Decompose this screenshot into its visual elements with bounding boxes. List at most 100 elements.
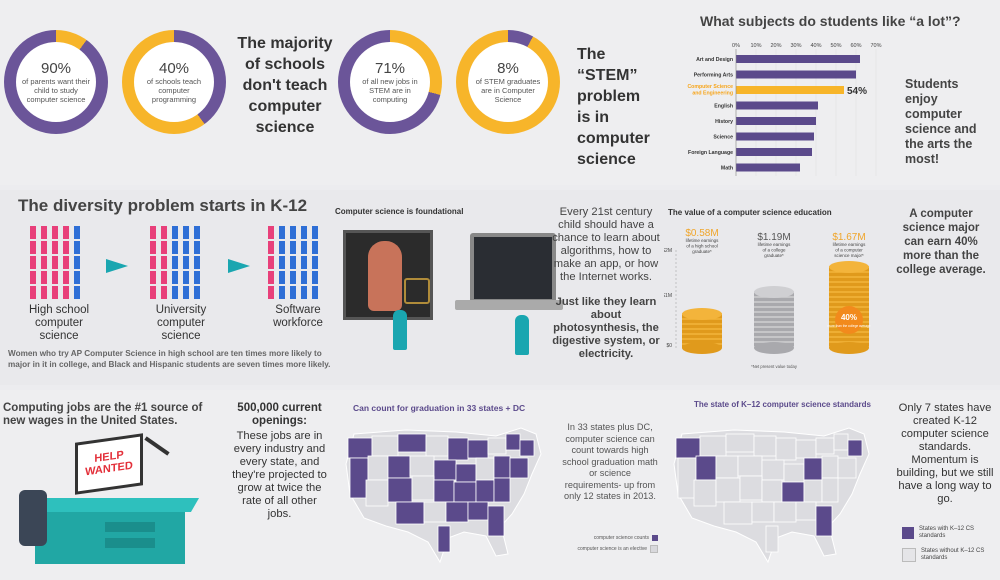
category-label: and Engineering xyxy=(692,91,733,97)
arrow-icon xyxy=(228,259,250,273)
grad-us-map xyxy=(345,427,542,564)
person-female-icon xyxy=(268,271,274,284)
laptop-screen xyxy=(470,233,556,303)
help-wanted-text: HELP WANTED xyxy=(85,448,133,479)
x-tick-label: 0% xyxy=(732,43,740,49)
state-shape xyxy=(409,455,435,477)
legend-label: States without K–12 CS standards xyxy=(921,548,985,561)
legend-swatch xyxy=(902,527,914,539)
person-male-icon xyxy=(279,271,285,284)
person-female-icon xyxy=(63,256,69,269)
person-female-icon xyxy=(30,256,36,269)
people-group-highschool xyxy=(30,226,90,306)
state-shape xyxy=(775,437,797,461)
diversity-title: The diversity problem starts in K-12 xyxy=(18,196,308,215)
bar xyxy=(736,86,844,94)
state-shape xyxy=(445,501,469,523)
state-shape xyxy=(773,501,797,523)
state-shape xyxy=(397,433,427,453)
anatomy-board xyxy=(343,230,433,320)
legend-swatch xyxy=(652,535,658,541)
state-shape xyxy=(761,459,785,481)
state-shape xyxy=(433,479,455,503)
state-shape xyxy=(821,477,839,503)
chair xyxy=(19,490,47,546)
person-female-icon xyxy=(63,241,69,254)
person-male-icon xyxy=(183,256,189,269)
state-shape xyxy=(795,439,817,459)
person-male-icon xyxy=(301,256,307,269)
person-male-icon xyxy=(194,241,200,254)
category-label: Science xyxy=(713,135,733,141)
label-university: University computer science xyxy=(155,304,207,342)
grad-map-title: Can count for graduation in 33 states + … xyxy=(353,403,526,413)
state-shape xyxy=(783,463,805,483)
person-female-icon xyxy=(41,286,47,299)
coin-bottom xyxy=(829,342,869,354)
state-shape xyxy=(693,479,717,507)
ring-jobs: 71% of all new jobs in STEM are in compu… xyxy=(338,30,442,134)
ring-caption: of schools teach computer programming xyxy=(146,76,202,104)
coin-stack xyxy=(754,292,794,348)
person-male-icon xyxy=(312,256,318,269)
person-female-icon xyxy=(52,286,58,299)
person-male-icon xyxy=(301,286,307,299)
person-female-icon xyxy=(150,271,156,284)
coin-top xyxy=(682,308,722,320)
grad-body: In 33 states plus DC, computer science c… xyxy=(562,422,658,501)
person-male-icon xyxy=(194,256,200,269)
person-female-icon xyxy=(161,226,167,239)
state-shape xyxy=(833,433,849,451)
person-male-icon xyxy=(172,286,178,299)
person-male-icon xyxy=(312,226,318,239)
earnings-caption: graduate* xyxy=(692,249,712,254)
person-male-icon xyxy=(183,226,189,239)
person-female-icon xyxy=(161,286,167,299)
state-shape xyxy=(781,481,805,503)
category-label: Computer Science xyxy=(687,84,733,90)
arrow-icon xyxy=(106,259,128,273)
earnings-caption: lifetime earnings xyxy=(758,242,792,247)
state-shape xyxy=(761,479,783,503)
laptop-base xyxy=(455,300,563,310)
state-shape xyxy=(509,457,529,479)
person-male-icon xyxy=(172,226,178,239)
person-female-icon xyxy=(268,256,274,269)
person-female-icon xyxy=(41,241,47,254)
diversity-footnote: Women who try AP Computer Science in hig… xyxy=(8,349,331,369)
state-shape xyxy=(803,457,823,481)
category-label: English xyxy=(714,104,733,110)
subjects-side-text: Students enjoy computer science and the … xyxy=(905,77,977,166)
state-shape xyxy=(695,455,717,481)
state-shape xyxy=(411,475,435,501)
foundational-title: Computer science is foundational xyxy=(335,207,464,216)
category-label: Math xyxy=(721,166,733,172)
state-shape xyxy=(349,457,369,499)
ring-pct: 71% xyxy=(374,59,406,77)
state-shape xyxy=(765,525,779,553)
state-shape xyxy=(815,505,833,537)
grad-legend: computer science counts computer science… xyxy=(562,535,658,553)
legend-label: computer science counts xyxy=(593,535,649,541)
standards-us-map xyxy=(673,427,870,564)
person-male-icon xyxy=(279,256,285,269)
state-shape xyxy=(453,481,477,503)
state-shape xyxy=(423,501,447,523)
subjects-bar-chart: 0% 10% 20% 30% 40% 50% 60% 70% Art and Design Per… xyxy=(687,43,882,176)
people-group-university xyxy=(150,226,210,306)
bar xyxy=(736,117,816,125)
person-female-icon xyxy=(161,241,167,254)
ring-caption: of all new jobs in STEM are in computing xyxy=(362,76,418,104)
person-male-icon xyxy=(279,226,285,239)
earnings-caption: of a high school xyxy=(686,244,718,249)
state-shape xyxy=(433,459,457,481)
x-tick-label: 30% xyxy=(790,43,801,49)
person-female-icon xyxy=(30,286,36,299)
person-female-icon xyxy=(52,271,58,284)
state-shape xyxy=(715,455,739,479)
axis-tick-label: $0 xyxy=(666,343,672,349)
ring-pct: 40% xyxy=(158,59,190,77)
anatomy-figure-icon xyxy=(368,241,402,311)
label-highschool: High school computer science xyxy=(28,304,90,342)
ring-caption: of STEM graduates are in Computer Scienc… xyxy=(475,76,541,104)
